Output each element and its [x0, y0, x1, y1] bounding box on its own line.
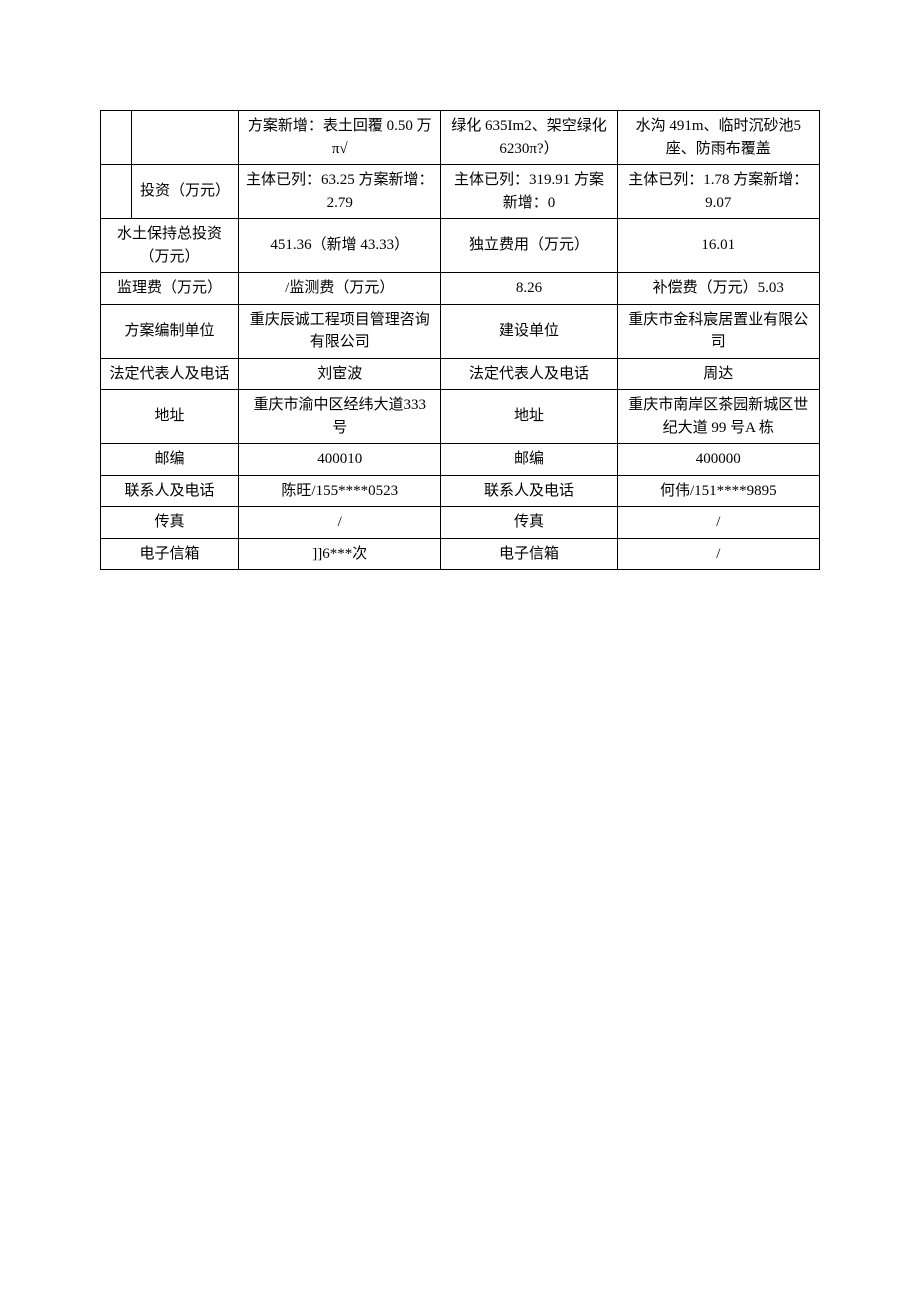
- cell-label: 电子信箱: [101, 538, 239, 570]
- cell-label: 联系人及电话: [101, 475, 239, 507]
- cell: 400010: [239, 444, 441, 476]
- cell: /: [617, 538, 819, 570]
- cell: 水沟 491m、临时沉砂池5 座、防雨布覆盖: [617, 111, 819, 165]
- cell: 451.36（新增 43.33）: [239, 219, 441, 273]
- cell: 电子信箱: [441, 538, 617, 570]
- cell: 主体已列：63.25 方案新增：2.79: [239, 165, 441, 219]
- cell: 邮编: [441, 444, 617, 476]
- cell: 主体已列：319.91 方案新增：0: [441, 165, 617, 219]
- table-row: 联系人及电话 陈旺/155****0523 联系人及电话 何伟/151****9…: [101, 475, 820, 507]
- cell: [101, 111, 132, 165]
- cell: 8.26: [441, 273, 617, 305]
- cell: 法定代表人及电话: [441, 358, 617, 390]
- cell: 陈旺/155****0523: [239, 475, 441, 507]
- cell: 16.01: [617, 219, 819, 273]
- table-row: 方案编制单位 重庆辰诚工程项目管理咨询有限公司 建设单位 重庆市金科宸居置业有限…: [101, 304, 820, 358]
- cell: /: [617, 507, 819, 539]
- cell: 建设单位: [441, 304, 617, 358]
- table-row: 邮编 400010 邮编 400000: [101, 444, 820, 476]
- cell: 联系人及电话: [441, 475, 617, 507]
- cell: 投资（万元）: [131, 165, 238, 219]
- table-row: 地址 重庆市渝中区经纬大道333 号 地址 重庆市南岸区茶园新城区世纪大道 99…: [101, 390, 820, 444]
- cell: 重庆市渝中区经纬大道333 号: [239, 390, 441, 444]
- table-row: 方案新增：表土回覆 0.50 万 π√ 绿化 635Im2、架空绿化 6230π…: [101, 111, 820, 165]
- table-row: 投资（万元） 主体已列：63.25 方案新增：2.79 主体已列：319.91 …: [101, 165, 820, 219]
- cell: 主体已列：1.78 方案新增：9.07: [617, 165, 819, 219]
- cell: /监测费（万元）: [239, 273, 441, 305]
- table-row: 法定代表人及电话 刘宦波 法定代表人及电话 周达: [101, 358, 820, 390]
- cell: 重庆辰诚工程项目管理咨询有限公司: [239, 304, 441, 358]
- cell: /: [239, 507, 441, 539]
- table-row: 传真 / 传真 /: [101, 507, 820, 539]
- table-row: 监理费（万元） /监测费（万元） 8.26 补偿费（万元）5.03: [101, 273, 820, 305]
- cell: 何伟/151****9895: [617, 475, 819, 507]
- cell: 重庆市金科宸居置业有限公司: [617, 304, 819, 358]
- cell: 周达: [617, 358, 819, 390]
- cell: 补偿费（万元）5.03: [617, 273, 819, 305]
- cell-label: 地址: [101, 390, 239, 444]
- cell: ]]6***次: [239, 538, 441, 570]
- cell-label: 水土保持总投资（万元）: [101, 219, 239, 273]
- cell: 绿化 635Im2、架空绿化 6230π?）: [441, 111, 617, 165]
- cell: 地址: [441, 390, 617, 444]
- cell: [131, 111, 238, 165]
- cell-label: 传真: [101, 507, 239, 539]
- cell-label: 邮编: [101, 444, 239, 476]
- table-row: 水土保持总投资（万元） 451.36（新增 43.33） 独立费用（万元） 16…: [101, 219, 820, 273]
- cell: 400000: [617, 444, 819, 476]
- cell-label: 法定代表人及电话: [101, 358, 239, 390]
- cell-label: 方案编制单位: [101, 304, 239, 358]
- cell: 独立费用（万元）: [441, 219, 617, 273]
- cell: 传真: [441, 507, 617, 539]
- cell: 方案新增：表土回覆 0.50 万 π√: [239, 111, 441, 165]
- cell-label: 监理费（万元）: [101, 273, 239, 305]
- cell: 重庆市南岸区茶园新城区世纪大道 99 号A 栋: [617, 390, 819, 444]
- table-row: 电子信箱 ]]6***次 电子信箱 /: [101, 538, 820, 570]
- cell: 刘宦波: [239, 358, 441, 390]
- cell: [101, 165, 132, 219]
- data-table: 方案新增：表土回覆 0.50 万 π√ 绿化 635Im2、架空绿化 6230π…: [100, 110, 820, 570]
